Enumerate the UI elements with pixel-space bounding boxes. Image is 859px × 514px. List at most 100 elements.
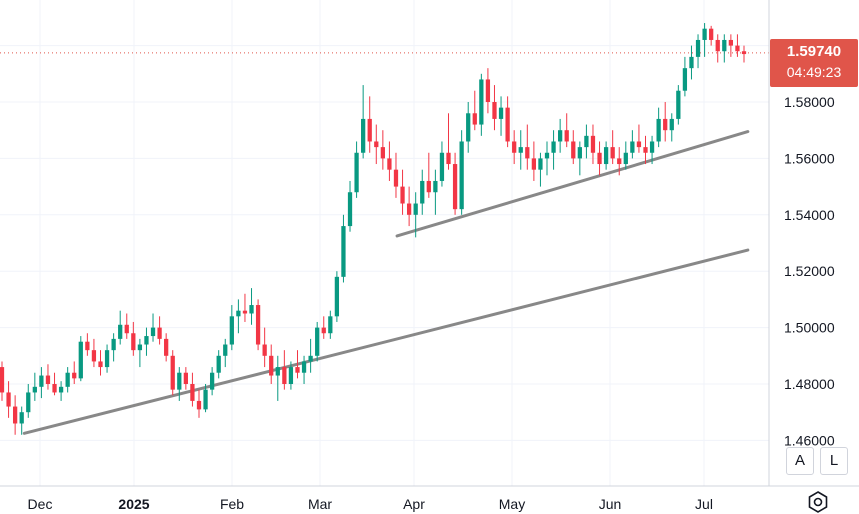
candle: [649, 135, 655, 165]
candle-body: [538, 158, 543, 170]
candle-body: [722, 39, 727, 52]
candle-body: [518, 147, 523, 153]
candle: [426, 152, 431, 198]
current-price-badge: 1.59740 04:49:23: [770, 39, 858, 87]
candle: [663, 102, 668, 142]
candle: [334, 271, 340, 322]
candle-body: [735, 45, 740, 52]
candle-body: [525, 147, 530, 159]
candle-body: [223, 344, 228, 356]
candle: [190, 372, 195, 407]
candle-body: [426, 180, 431, 193]
candle: [85, 333, 90, 356]
candle: [98, 350, 103, 376]
candle-body: [656, 118, 661, 142]
bar-countdown: 04:49:23: [786, 64, 842, 80]
candle-body: [183, 372, 188, 384]
candle: [242, 293, 248, 322]
candle: [170, 350, 175, 396]
candle-body: [157, 327, 162, 339]
candle: [131, 321, 136, 356]
candle-body: [498, 107, 504, 119]
log-scale-button[interactable]: L: [820, 447, 848, 475]
price-axis[interactable]: 1.46000 1.48000 1.50000 1.52000 1.54000 1.560…: [784, 38, 835, 449]
price-tick-label: 1.46000: [784, 432, 835, 448]
candle: [223, 338, 228, 368]
candle: [229, 305, 234, 351]
candle: [118, 310, 123, 345]
candle: [695, 34, 701, 69]
candle-body: [702, 28, 707, 40]
candle: [164, 333, 169, 362]
candle: [577, 141, 582, 176]
candle-body: [551, 141, 556, 153]
candle-body: [413, 203, 418, 215]
time-tick-label: Apr: [403, 496, 425, 512]
candle-body: [131, 333, 136, 351]
candle: [144, 327, 149, 356]
candle-body: [544, 152, 550, 159]
auto-scale-button[interactable]: A: [786, 447, 814, 475]
candle-body: [505, 107, 510, 142]
candle-body: [446, 152, 451, 165]
candle: [150, 313, 156, 342]
candle: [387, 141, 392, 181]
candle: [196, 389, 202, 418]
candle-body: [695, 39, 701, 57]
candle: [282, 350, 287, 390]
candle: [354, 141, 359, 198]
candle: [715, 34, 720, 63]
current-price-label: 1.59740: [786, 43, 842, 60]
candle-body: [12, 406, 18, 424]
time-axis[interactable]: Dec 2025 Feb Mar Apr May Jun Jul: [28, 496, 713, 512]
candle-body: [347, 192, 353, 227]
candle: [275, 355, 280, 401]
candle-body: [709, 28, 714, 40]
candle: [0, 361, 5, 401]
settings-icon[interactable]: [806, 490, 830, 514]
candle: [393, 152, 399, 198]
candle-body: [393, 169, 399, 187]
candle: [26, 384, 31, 418]
candle-body: [78, 341, 83, 379]
candle: [518, 130, 523, 170]
candle-body: [374, 141, 379, 148]
candle: [249, 288, 254, 325]
candle-body: [558, 130, 563, 142]
candle-body: [492, 102, 497, 119]
candle-body: [663, 118, 668, 131]
candle: [380, 130, 385, 170]
candle: [58, 381, 64, 401]
candle-body: [65, 372, 70, 387]
candle-body: [682, 68, 688, 91]
candle-body: [715, 39, 720, 52]
candle: [367, 96, 372, 153]
candle: [544, 141, 550, 176]
time-tick-label: Mar: [308, 496, 332, 512]
candle: [551, 130, 556, 170]
candle-body: [295, 367, 300, 373]
candle-body: [387, 158, 392, 170]
candle-body: [617, 158, 622, 165]
candle-body: [354, 152, 359, 193]
candle: [72, 361, 77, 384]
candle: [295, 350, 300, 379]
candle: [400, 169, 405, 215]
price-tick-label: 1.54000: [784, 207, 835, 223]
candle: [78, 336, 83, 382]
candle-body: [439, 152, 445, 181]
candle: [19, 406, 24, 435]
candle: [262, 327, 267, 368]
candle-body: [603, 147, 609, 165]
candle-body: [400, 186, 405, 204]
candle-body: [45, 375, 51, 384]
candle: [452, 152, 458, 215]
candle-body: [636, 141, 642, 148]
candle-body: [255, 305, 261, 345]
candle: [111, 333, 116, 362]
candle-body: [0, 367, 5, 393]
candle: [531, 141, 537, 181]
candle: [590, 124, 596, 165]
candle: [610, 130, 615, 165]
